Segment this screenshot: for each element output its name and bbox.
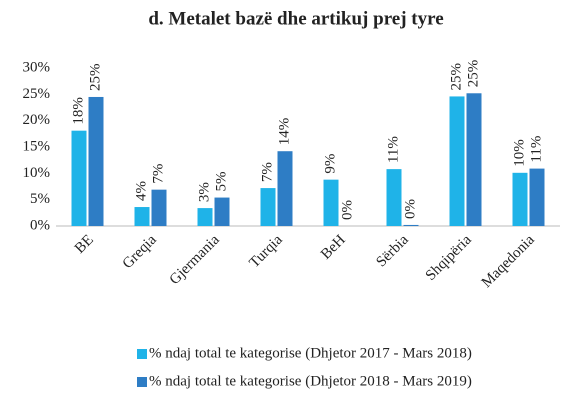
bar bbox=[386, 169, 402, 226]
data-label: 25% bbox=[87, 63, 103, 91]
legend-swatch bbox=[137, 377, 147, 387]
data-label: 7% bbox=[150, 164, 166, 184]
x-tick-label: BE bbox=[72, 232, 97, 257]
y-tick-label: 25% bbox=[23, 86, 51, 102]
data-label: 10% bbox=[511, 139, 527, 167]
bar bbox=[512, 172, 528, 226]
y-tick-label: 20% bbox=[23, 112, 51, 128]
bar bbox=[88, 96, 104, 226]
x-tick-label: Turqia bbox=[247, 232, 286, 271]
data-label: 0% bbox=[402, 199, 418, 219]
data-label: 9% bbox=[322, 154, 338, 174]
x-tick-label: Greqia bbox=[120, 232, 160, 272]
data-label: 4% bbox=[133, 181, 149, 201]
data-label: 7% bbox=[259, 162, 275, 182]
legend-swatch bbox=[137, 349, 147, 359]
y-tick-label: 5% bbox=[30, 191, 50, 207]
x-tick-label: Shqipëria bbox=[423, 232, 475, 284]
legend-label: % ndaj total te kategorise (Dhjetor 2018… bbox=[149, 373, 472, 389]
data-label: 14% bbox=[276, 118, 292, 146]
bar bbox=[529, 168, 545, 226]
bar bbox=[466, 93, 482, 226]
x-tick-label: Sërbia bbox=[373, 232, 412, 271]
y-tick-label: 10% bbox=[23, 165, 51, 181]
bar bbox=[403, 224, 419, 226]
bar bbox=[197, 208, 213, 226]
x-tick-label: Maqedonia bbox=[479, 232, 538, 291]
data-label: 0% bbox=[339, 200, 355, 220]
x-tick-label: BeH bbox=[318, 232, 349, 263]
data-label: 3% bbox=[196, 182, 212, 202]
data-label: 25% bbox=[465, 60, 481, 88]
data-label: 11% bbox=[528, 136, 544, 163]
legend-label: % ndaj total te kategorise (Dhjetor 2017… bbox=[149, 345, 472, 361]
x-tick-label: Gjermania bbox=[167, 232, 223, 288]
data-label: 5% bbox=[213, 172, 229, 192]
y-tick-label: 15% bbox=[23, 138, 51, 154]
bar bbox=[323, 179, 339, 226]
data-label: 11% bbox=[385, 136, 401, 163]
bar bbox=[449, 96, 465, 226]
bar bbox=[260, 188, 276, 226]
bar bbox=[151, 189, 167, 226]
data-label: 18% bbox=[70, 97, 86, 125]
y-tick-label: 0% bbox=[30, 217, 50, 233]
bar bbox=[71, 130, 87, 226]
bar bbox=[134, 207, 150, 226]
y-tick-label: 30% bbox=[23, 59, 51, 75]
chart-title: d. Metalet bazë dhe artikuj prej tyre bbox=[148, 8, 443, 29]
data-label: 25% bbox=[448, 63, 464, 91]
bar bbox=[214, 197, 230, 226]
bar bbox=[277, 151, 293, 226]
